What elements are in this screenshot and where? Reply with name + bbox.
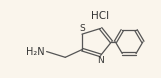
Text: S: S	[79, 24, 85, 33]
Text: HCl: HCl	[91, 11, 109, 21]
Text: N: N	[97, 56, 104, 65]
Text: H₂N: H₂N	[26, 47, 45, 57]
